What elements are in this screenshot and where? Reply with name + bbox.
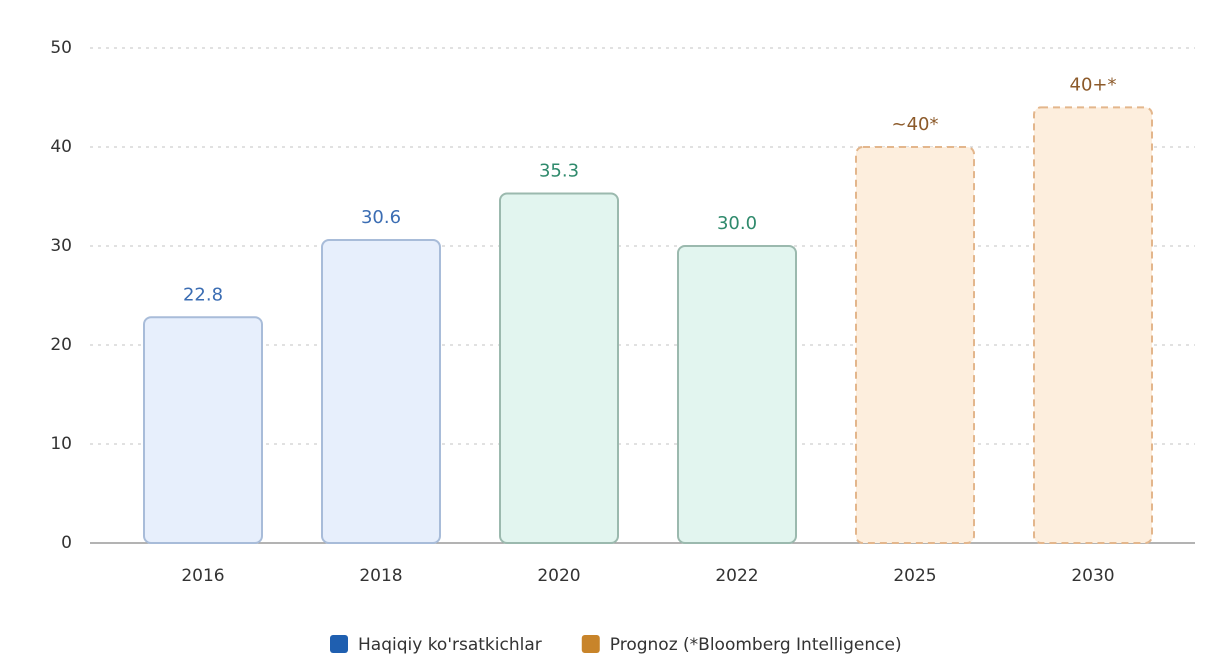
x-tick-label: 2025 [893,566,936,586]
legend-label: Haqiqiy ko'rsatkichlar [358,635,542,655]
y-tick-label: 50 [50,38,72,58]
bar [143,316,263,544]
bar [855,146,975,544]
value-label: 30.6 [361,207,401,228]
y-tick-label: 10 [50,434,72,454]
bar [677,245,797,544]
value-label: 30.0 [717,213,757,234]
y-tick-label: 40 [50,137,72,157]
y-tick-label: 0 [61,533,72,553]
x-tick-label: 2020 [537,566,580,586]
legend-swatch [330,635,348,653]
x-tick-label: 2016 [181,566,224,586]
bar [1033,106,1153,545]
x-tick-label: 2022 [715,566,758,586]
x-tick-label: 2018 [359,566,402,586]
y-tick-label: 30 [50,236,72,256]
legend-swatch [581,635,600,653]
value-label: 22.8 [183,284,223,305]
y-tick-label: 20 [50,335,72,355]
value-label: 40+* [1070,74,1117,95]
bar [321,239,441,544]
legend-label: Prognoz (*Bloomberg Intelligence) [610,635,902,655]
x-tick-label: 2030 [1071,566,1114,586]
value-label: 35.3 [539,161,579,182]
bar [499,192,619,544]
value-label: ~40* [892,114,939,135]
